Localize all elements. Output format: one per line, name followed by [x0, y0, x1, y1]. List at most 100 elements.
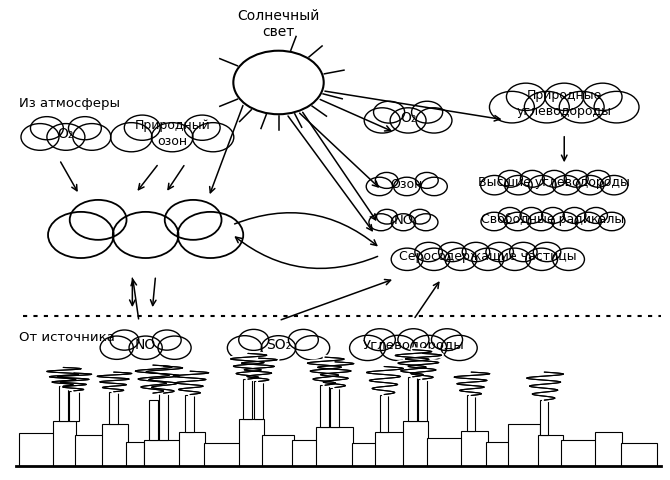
Bar — [403, 421, 428, 466]
Circle shape — [498, 207, 521, 223]
Bar — [58, 386, 68, 421]
Circle shape — [439, 242, 466, 262]
Circle shape — [551, 212, 578, 231]
Circle shape — [553, 248, 584, 270]
Circle shape — [528, 212, 554, 231]
Circle shape — [418, 248, 450, 270]
Bar — [126, 442, 144, 466]
Circle shape — [598, 212, 625, 231]
Bar — [461, 431, 488, 466]
Circle shape — [416, 108, 452, 133]
Bar — [418, 379, 427, 421]
Circle shape — [261, 336, 295, 360]
Circle shape — [415, 172, 438, 188]
Circle shape — [415, 242, 442, 262]
Text: От источника: От источника — [19, 331, 115, 344]
Bar — [508, 424, 539, 466]
Circle shape — [576, 175, 604, 195]
Circle shape — [480, 175, 509, 195]
Circle shape — [158, 336, 191, 360]
Bar — [143, 440, 180, 466]
Circle shape — [442, 336, 477, 360]
Bar — [262, 435, 294, 466]
Circle shape — [70, 200, 127, 240]
Bar — [149, 400, 157, 440]
Text: Высшие углеводороды: Высшие углеводороды — [478, 177, 630, 190]
Text: Озон: Озон — [391, 178, 423, 191]
Circle shape — [184, 115, 220, 140]
Circle shape — [505, 212, 531, 231]
Circle shape — [521, 170, 544, 187]
Circle shape — [486, 242, 513, 262]
Circle shape — [542, 170, 566, 187]
Bar — [239, 419, 264, 466]
Circle shape — [505, 175, 532, 195]
Text: Природные
углеводороды: Природные углеводороды — [517, 89, 612, 118]
Circle shape — [48, 212, 114, 258]
Circle shape — [600, 175, 628, 195]
Bar — [466, 396, 475, 431]
Circle shape — [533, 242, 561, 262]
Bar — [159, 393, 168, 440]
Circle shape — [374, 101, 405, 123]
Bar — [596, 432, 622, 466]
Bar — [561, 440, 598, 466]
Text: NO: NO — [135, 338, 156, 352]
Bar — [74, 435, 105, 466]
Bar — [254, 382, 263, 419]
Circle shape — [490, 91, 535, 123]
Bar — [316, 427, 353, 466]
Circle shape — [21, 123, 59, 150]
Circle shape — [498, 170, 523, 187]
Circle shape — [369, 214, 393, 231]
Circle shape — [520, 207, 543, 223]
Circle shape — [366, 177, 393, 196]
Circle shape — [411, 336, 447, 360]
Text: Серосодержащие частицы: Серосодержащие частицы — [399, 250, 577, 263]
Circle shape — [153, 330, 181, 350]
Circle shape — [414, 214, 438, 231]
Bar — [53, 421, 76, 466]
Bar — [109, 392, 118, 424]
Bar — [204, 443, 241, 466]
Circle shape — [129, 336, 162, 360]
Bar — [19, 433, 56, 466]
Text: O₂: O₂ — [400, 110, 416, 124]
Bar — [620, 443, 657, 466]
Bar — [103, 424, 128, 466]
Bar — [243, 379, 252, 419]
Circle shape — [391, 214, 415, 231]
Circle shape — [526, 248, 557, 270]
Circle shape — [409, 209, 430, 224]
Circle shape — [575, 212, 602, 231]
Circle shape — [151, 123, 193, 152]
Bar — [179, 432, 206, 466]
Circle shape — [481, 212, 507, 231]
Circle shape — [288, 329, 318, 350]
Circle shape — [507, 83, 545, 110]
Text: Свободные радикалы: Свободные радикалы — [481, 213, 624, 226]
Circle shape — [239, 329, 269, 350]
Bar — [486, 442, 510, 466]
Circle shape — [499, 248, 531, 270]
Circle shape — [445, 248, 477, 270]
Bar — [379, 395, 388, 432]
Circle shape — [421, 177, 448, 196]
Circle shape — [411, 101, 443, 123]
Circle shape — [100, 336, 133, 360]
Bar — [537, 435, 563, 466]
Circle shape — [510, 242, 537, 262]
Text: Из атмосферы: Из атмосферы — [19, 97, 121, 110]
Text: SO₂: SO₂ — [266, 338, 291, 352]
Circle shape — [380, 336, 416, 360]
Circle shape — [594, 91, 639, 123]
Circle shape — [227, 336, 262, 360]
Circle shape — [110, 330, 139, 350]
Bar — [408, 377, 417, 421]
Circle shape — [583, 83, 622, 110]
Text: NO: NO — [393, 214, 413, 227]
Bar — [427, 437, 463, 466]
Circle shape — [375, 172, 398, 188]
Bar — [186, 395, 194, 432]
Circle shape — [529, 175, 556, 195]
